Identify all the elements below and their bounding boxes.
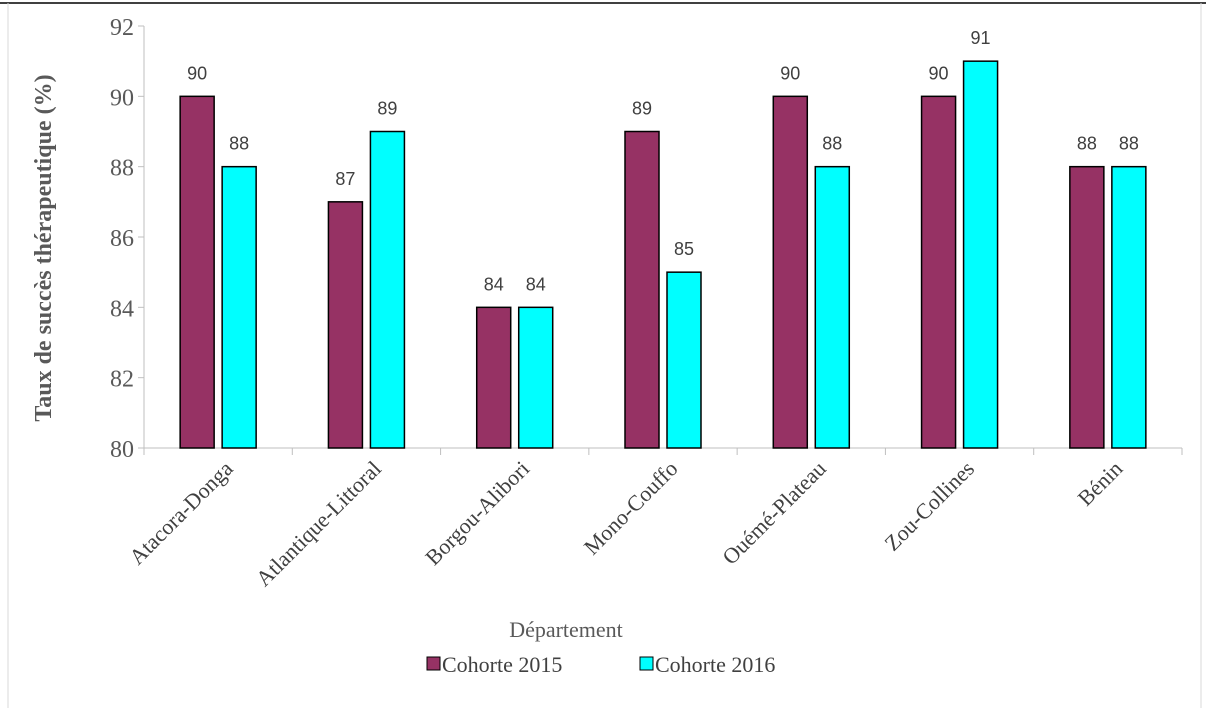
plot-area: 80 82 84 86 88 90 92 90 88 Atacora-Donga 87 89 Atlan… [110,15,1183,591]
x-category-label: Atlantique-Littoral [251,456,386,591]
bar-value-label: 89 [377,99,397,119]
bar[interactable] [475,306,512,449]
x-category-label: Mono-Couffo [579,456,683,560]
y-tick-label: 92 [110,15,134,41]
bar-value-label: 90 [187,63,207,83]
bar-value-label: 88 [229,134,249,154]
bar[interactable] [1069,165,1105,449]
bar[interactable] [327,201,364,449]
bar[interactable] [814,165,851,449]
bar-value-label: 85 [674,239,694,259]
x-category-label: Atacora-Donga [124,456,238,570]
y-tick-label: 82 [110,367,134,393]
y-tick-label: 80 [110,437,134,463]
bar[interactable] [517,306,554,449]
x-category-label: Bénin [1073,456,1128,511]
bar-value-label: 91 [971,28,991,48]
bar-value-label: 88 [1077,134,1097,154]
legend-label: Cohorte 2015 [442,652,562,677]
y-tick-label: 86 [110,226,134,252]
legend-swatch [426,656,441,671]
x-category-label: Ouémé-Plateau [717,456,831,570]
bar[interactable] [179,95,215,449]
bar-value-label: 84 [526,274,546,294]
legend: Cohorte 2015 Cohorte 2016 [426,652,775,677]
y-axis-title: Taux de succès thérapeutique (%) [31,74,57,421]
x-category-label: Zou-Collines [879,456,979,556]
bar-value-label: 88 [822,134,842,154]
bar-value-label: 84 [484,274,504,294]
bar-value-label: 90 [929,63,949,83]
legend-label: Cohorte 2016 [655,652,775,677]
y-tick-label: 90 [110,85,134,111]
x-category-label: Borgou-Alibori [420,456,534,570]
bar[interactable] [920,95,957,449]
bar[interactable] [666,271,702,449]
bar[interactable] [221,165,257,449]
bar[interactable] [624,130,660,449]
bar[interactable] [369,130,406,449]
legend-swatch [639,656,654,671]
y-tick-label: 84 [110,296,134,322]
bar[interactable] [1111,165,1147,449]
bar-value-label: 89 [632,99,652,119]
bar[interactable] [772,95,809,449]
bar[interactable] [962,60,999,449]
x-axis-title: Département [509,617,623,642]
y-tick-label: 88 [110,156,134,182]
bar-value-label: 87 [335,169,355,189]
bar-value-label: 90 [780,63,800,83]
bar-value-label: 88 [1119,134,1139,154]
